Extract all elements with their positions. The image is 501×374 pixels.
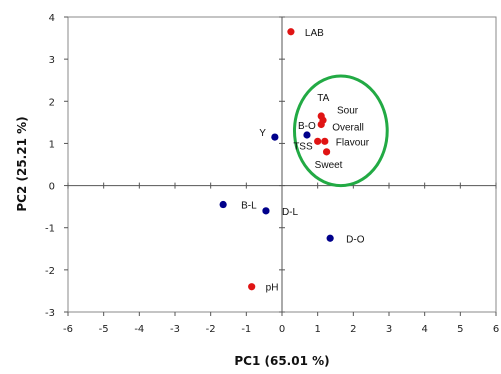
axes-group: -6 -5 -4 -3 -2 -1 0 1 2 3 4 5 6 -3 -2 -1 0 1 2 3 4	[45, 13, 499, 335]
data-point-flavour	[321, 137, 329, 145]
x-tick-label: -5	[99, 324, 109, 335]
data-point-b-l	[219, 200, 227, 209]
point-label: LAB	[305, 28, 324, 39]
point-label: Y	[259, 128, 266, 139]
y-tick-label: 4	[49, 13, 55, 24]
data-point-sweet	[322, 148, 331, 156]
highlight-circle	[292, 74, 389, 188]
x-tick-label: 4	[421, 324, 427, 335]
point-label: Sour	[337, 105, 359, 116]
data-point-overall	[317, 120, 325, 129]
point-label: TSS	[293, 141, 313, 152]
point-label: Flavour	[336, 137, 370, 148]
y-tick-label: -3	[45, 308, 55, 319]
x-tick-label: 2	[350, 324, 356, 335]
points-group: Y B-O B-L D-L D-O LAB TA Sour Overall Flavour TSSS…	[219, 28, 370, 294]
y-tick-label: 1	[49, 139, 55, 150]
x-tick-label: 3	[386, 324, 392, 335]
point-label: pH	[266, 283, 279, 294]
y-tick-label: 2	[49, 97, 55, 108]
x-axis-title: PC1 (65.01 %)	[234, 354, 329, 368]
data-point-ph	[248, 283, 256, 291]
y-tick-label: -2	[45, 266, 55, 277]
data-point-d-o	[326, 234, 334, 242]
point-label: D-O	[346, 234, 365, 245]
x-tick-label: -2	[206, 324, 216, 335]
y-axis-title: PC2 (25.21 %)	[15, 116, 29, 211]
x-tick-label: -1	[241, 324, 251, 335]
data-point-b-o	[303, 131, 311, 139]
point-label: B-L	[241, 201, 257, 212]
y-tick-label: 0	[49, 182, 55, 193]
y-tick-label: -1	[45, 224, 55, 235]
x-tick-label: 6	[493, 324, 499, 335]
x-tick-label: 0	[279, 324, 285, 335]
x-tick-label: -4	[134, 324, 144, 335]
point-label: Overall	[332, 122, 364, 133]
x-tick-label: 5	[457, 324, 463, 335]
x-tick-label: -3	[170, 324, 180, 335]
y-tick-label: 3	[49, 55, 55, 66]
data-point-lab	[287, 28, 295, 36]
data-point-d-l	[262, 207, 270, 215]
point-label: D-L	[282, 207, 299, 218]
point-label: B-O	[298, 121, 316, 132]
x-tick-label: -6	[63, 324, 73, 335]
annotations-group	[292, 74, 389, 188]
x-tick-label: 1	[314, 324, 320, 335]
data-point-y	[271, 133, 279, 141]
point-label: Sweet	[315, 160, 343, 171]
point-label: TA	[317, 93, 329, 104]
data-point-tss	[314, 137, 322, 145]
